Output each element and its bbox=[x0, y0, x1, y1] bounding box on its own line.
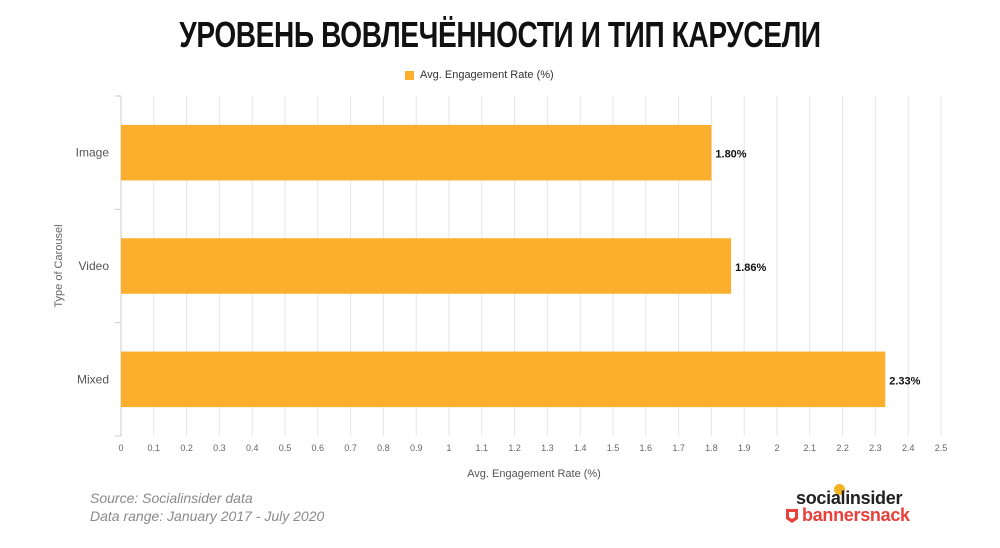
bar[interactable] bbox=[121, 124, 712, 181]
x-tick-label: 1.8 bbox=[705, 443, 718, 453]
x-tick-label: 1.2 bbox=[508, 443, 521, 453]
x-tick-label: 1.7 bbox=[672, 443, 685, 453]
legend-label: Avg. Engagement Rate (%) bbox=[420, 69, 554, 81]
bannersnack-text: bannersnack bbox=[802, 505, 910, 525]
x-tick-label: 0.2 bbox=[180, 443, 193, 453]
socialinsider-logo-dot bbox=[834, 484, 845, 495]
bannersnack-icon bbox=[786, 508, 798, 523]
x-tick-label: 0.7 bbox=[344, 443, 357, 453]
x-tick-label: 1.6 bbox=[640, 443, 653, 453]
x-tick-label: 1.1 bbox=[476, 443, 489, 453]
x-tick-label: 1.9 bbox=[738, 443, 751, 453]
x-tick-label: 2 bbox=[774, 443, 779, 453]
legend-swatch bbox=[405, 70, 414, 80]
bar[interactable] bbox=[121, 238, 732, 294]
x-axis-title: Avg. Engagement Rate (%) bbox=[467, 468, 601, 480]
category-label: Image bbox=[76, 146, 110, 160]
source-note: Source: Socialinsider data bbox=[90, 490, 253, 506]
x-tick-label: 0.4 bbox=[246, 443, 259, 453]
chart-legend[interactable]: Avg. Engagement Rate (%) bbox=[405, 69, 554, 81]
data-label: 1.86% bbox=[735, 262, 766, 274]
x-tick-label: 0.3 bbox=[213, 443, 226, 453]
x-tick-label: 0 bbox=[118, 443, 123, 453]
x-tick-label: 2.5 bbox=[935, 443, 948, 453]
x-tick-label: 1.3 bbox=[541, 443, 554, 453]
x-tick-label: 0.5 bbox=[279, 443, 292, 453]
date-range-note: Data range: January 2017 - July 2020 bbox=[90, 508, 325, 524]
category-label: Mixed bbox=[77, 372, 109, 386]
x-tick-label: 2.4 bbox=[902, 443, 915, 453]
x-tick-label: 1.4 bbox=[574, 443, 587, 453]
x-tick-label: 1.5 bbox=[607, 443, 620, 453]
bar[interactable] bbox=[121, 351, 886, 408]
data-label: 1.80% bbox=[715, 149, 746, 161]
bannersnack-logo: bannersnack bbox=[785, 505, 910, 526]
socialinsider-logo: socialinsider bbox=[796, 488, 903, 508]
data-label: 2.33% bbox=[889, 375, 920, 387]
y-axis-title: Type of Carousel bbox=[53, 224, 65, 307]
x-tick-label: 0.9 bbox=[410, 443, 423, 453]
x-tick-label: 2.3 bbox=[869, 443, 882, 453]
x-tick-label: 0.8 bbox=[377, 443, 390, 453]
x-tick-label: 0.6 bbox=[312, 443, 325, 453]
x-tick-label: 2.1 bbox=[804, 443, 817, 453]
x-tick-label: 1 bbox=[446, 443, 451, 453]
x-tick-label: 0.1 bbox=[148, 443, 161, 453]
page-title: УРОВЕНЬ ВОВЛЕЧЁННОСТИ И ТИП КАРУСЕЛИ bbox=[179, 14, 821, 55]
x-tick-label: 2.2 bbox=[836, 443, 849, 453]
category-label: Video bbox=[79, 259, 110, 273]
